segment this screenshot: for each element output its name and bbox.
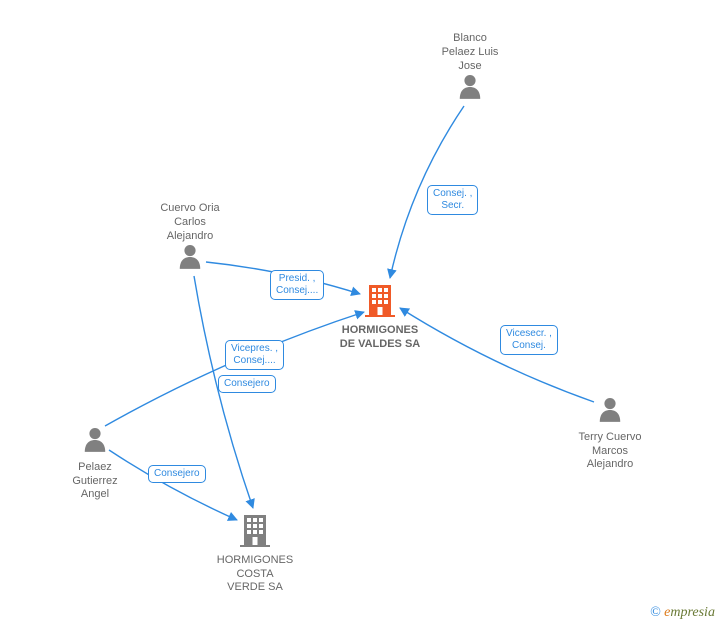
watermark-text: mpresia — [670, 605, 715, 620]
person-icon — [597, 415, 623, 427]
node-costa[interactable]: HORMIGONES COSTA VERDE SA — [205, 513, 305, 595]
node-central[interactable]: HORMIGONES DE VALDES SA — [325, 283, 435, 351]
person-icon — [177, 262, 203, 274]
edge-label-pelaez-costa: Consejero — [148, 465, 206, 483]
node-blanco[interactable]: Blanco Pelaez Luis Jose — [425, 30, 515, 106]
watermark: © empresia — [650, 605, 715, 621]
company-icon — [365, 308, 395, 320]
person-icon — [457, 92, 483, 104]
edge-label-pelaez-central: Vicepres. , Consej.... — [225, 340, 284, 370]
node-label-terry: Terry Cuervo Marcos Alejandro — [560, 431, 660, 472]
node-cuervo[interactable]: Cuervo Oria Carlos Alejandro — [145, 200, 235, 276]
node-label-cuervo: Cuervo Oria Carlos Alejandro — [145, 202, 235, 243]
edge-label-cuervo-costa: Consejero — [218, 375, 276, 393]
edge-label-cuervo-central: Presid. , Consej.... — [270, 270, 324, 300]
node-terry[interactable]: Terry Cuervo Marcos Alejandro — [560, 396, 660, 472]
copyright-symbol: © — [650, 605, 661, 620]
node-label-central: HORMIGONES DE VALDES SA — [325, 324, 435, 352]
node-pelaez[interactable]: Pelaez Gutierrez Angel — [55, 426, 135, 502]
node-label-blanco: Blanco Pelaez Luis Jose — [425, 32, 515, 73]
person-icon — [82, 445, 108, 457]
node-label-pelaez: Pelaez Gutierrez Angel — [55, 461, 135, 502]
node-label-costa: HORMIGONES COSTA VERDE SA — [205, 554, 305, 595]
edge-label-blanco-central: Consej. , Secr. — [427, 185, 478, 215]
edge-label-terry-central: Vicesecr. , Consej. — [500, 325, 558, 355]
company-icon — [240, 538, 270, 550]
diagram-container: HORMIGONES DE VALDES SA Blanco Pelaez Lui… — [0, 0, 728, 630]
